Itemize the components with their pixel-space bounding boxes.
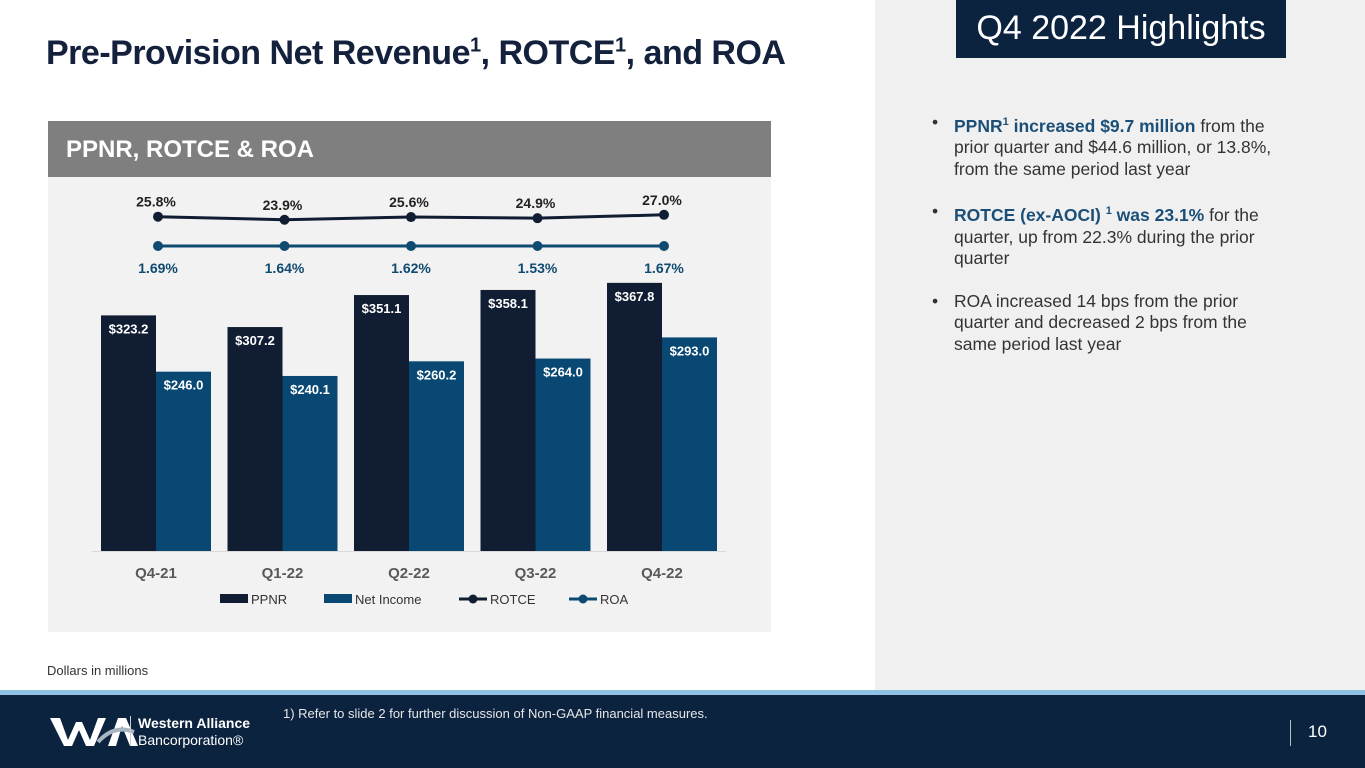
x-tick-label: Q4-22 (641, 565, 683, 582)
chart-panel: PPNR, ROTCE & ROA $323.2 $246.0 Q4-21 $307.… (48, 121, 771, 632)
bar-ppnr (101, 315, 156, 551)
logo-name: Western Alliance (138, 715, 251, 731)
point-rotce (153, 211, 163, 222)
point-roa (532, 241, 543, 251)
units-note: Dollars in millions (47, 663, 149, 678)
label-net-income: $246.0 (164, 378, 204, 393)
bar-net-income (535, 358, 591, 551)
label-rotce: 27.0% (642, 192, 682, 208)
label-rotce: 25.6% (389, 194, 429, 210)
bar-net-income (282, 375, 338, 551)
label-ppnr: $307.2 (235, 333, 275, 348)
bar-net-income (156, 371, 211, 551)
label-net-income: $293.0 (670, 343, 710, 358)
x-tick-label: Q2-22 (388, 565, 430, 582)
page-divider (1290, 720, 1291, 746)
highlight-bullet: ROTCE (ex-AOCI) 1 was 23.1% for the quar… (930, 201, 1290, 269)
label-rotce: 23.9% (263, 197, 303, 213)
label-roa: 1.62% (391, 260, 431, 276)
highlights-title: Q4 2022 Highlights (956, 0, 1286, 58)
point-rotce (406, 212, 416, 223)
legend-label-ppnr: PPNR (251, 592, 287, 607)
bar-ppnr (354, 295, 409, 551)
label-net-income: $260.2 (417, 367, 457, 382)
point-roa (406, 241, 416, 251)
label-ppnr: $351.1 (362, 301, 402, 316)
legend-marker-rotce (468, 594, 478, 604)
footer (0, 695, 1365, 768)
label-ppnr: $358.1 (488, 296, 528, 311)
x-tick-label: Q3-22 (515, 565, 557, 582)
x-tick-label: Q1-22 (262, 565, 304, 582)
bar-ppnr (480, 289, 536, 551)
label-ppnr: $323.2 (109, 321, 149, 336)
label-rotce: 25.8% (136, 194, 176, 210)
logo-divider (130, 716, 131, 746)
logo-subname: Bancorporation® (138, 732, 244, 748)
label-roa: 1.67% (644, 260, 684, 276)
highlights-list: PPNR1 increased $9.7 million from the pr… (930, 112, 1290, 376)
point-roa (153, 241, 163, 251)
legend-label-rotce: ROTCE (490, 592, 536, 607)
footer-stripe (0, 690, 1365, 695)
page-number: 10 (1308, 722, 1327, 741)
point-roa (279, 241, 290, 251)
bar-ppnr (227, 327, 283, 551)
bar-net-income (662, 337, 717, 551)
bar-net-income (409, 361, 464, 551)
legend-marker-roa (578, 594, 588, 604)
point-rotce (659, 209, 669, 220)
point-rotce (532, 213, 543, 224)
legend-swatch-ppnr (220, 594, 248, 603)
label-rotce: 24.9% (516, 195, 556, 211)
label-ppnr: $367.8 (615, 289, 655, 304)
legend-label-net-income: Net Income (355, 592, 421, 607)
highlight-bullet: PPNR1 increased $9.7 million from the pr… (930, 112, 1290, 180)
chart-panel-title: PPNR, ROTCE & ROA (48, 121, 771, 177)
point-roa (659, 241, 669, 251)
x-tick-label: Q4-21 (135, 565, 177, 582)
label-roa: 1.53% (518, 260, 558, 276)
footnote: 1) Refer to slide 2 for further discussi… (283, 706, 708, 721)
page-title: Pre-Provision Net Revenue1, ROTCE1, and … (46, 34, 786, 72)
legend-swatch-net-income (324, 594, 352, 603)
label-net-income: $240.1 (290, 382, 330, 397)
label-roa: 1.64% (265, 260, 305, 276)
legend-label-roa: ROA (600, 592, 629, 607)
ppnr-chart: $323.2 $246.0 Q4-21 $307.2 $240.1 Q1-22 $351.1… (92, 192, 726, 607)
label-roa: 1.69% (138, 260, 178, 276)
point-rotce (279, 214, 290, 225)
highlight-bullet: ROA increased 14 bps from the prior quar… (930, 291, 1290, 356)
bar-ppnr (607, 282, 662, 551)
label-net-income: $264.0 (543, 365, 583, 380)
